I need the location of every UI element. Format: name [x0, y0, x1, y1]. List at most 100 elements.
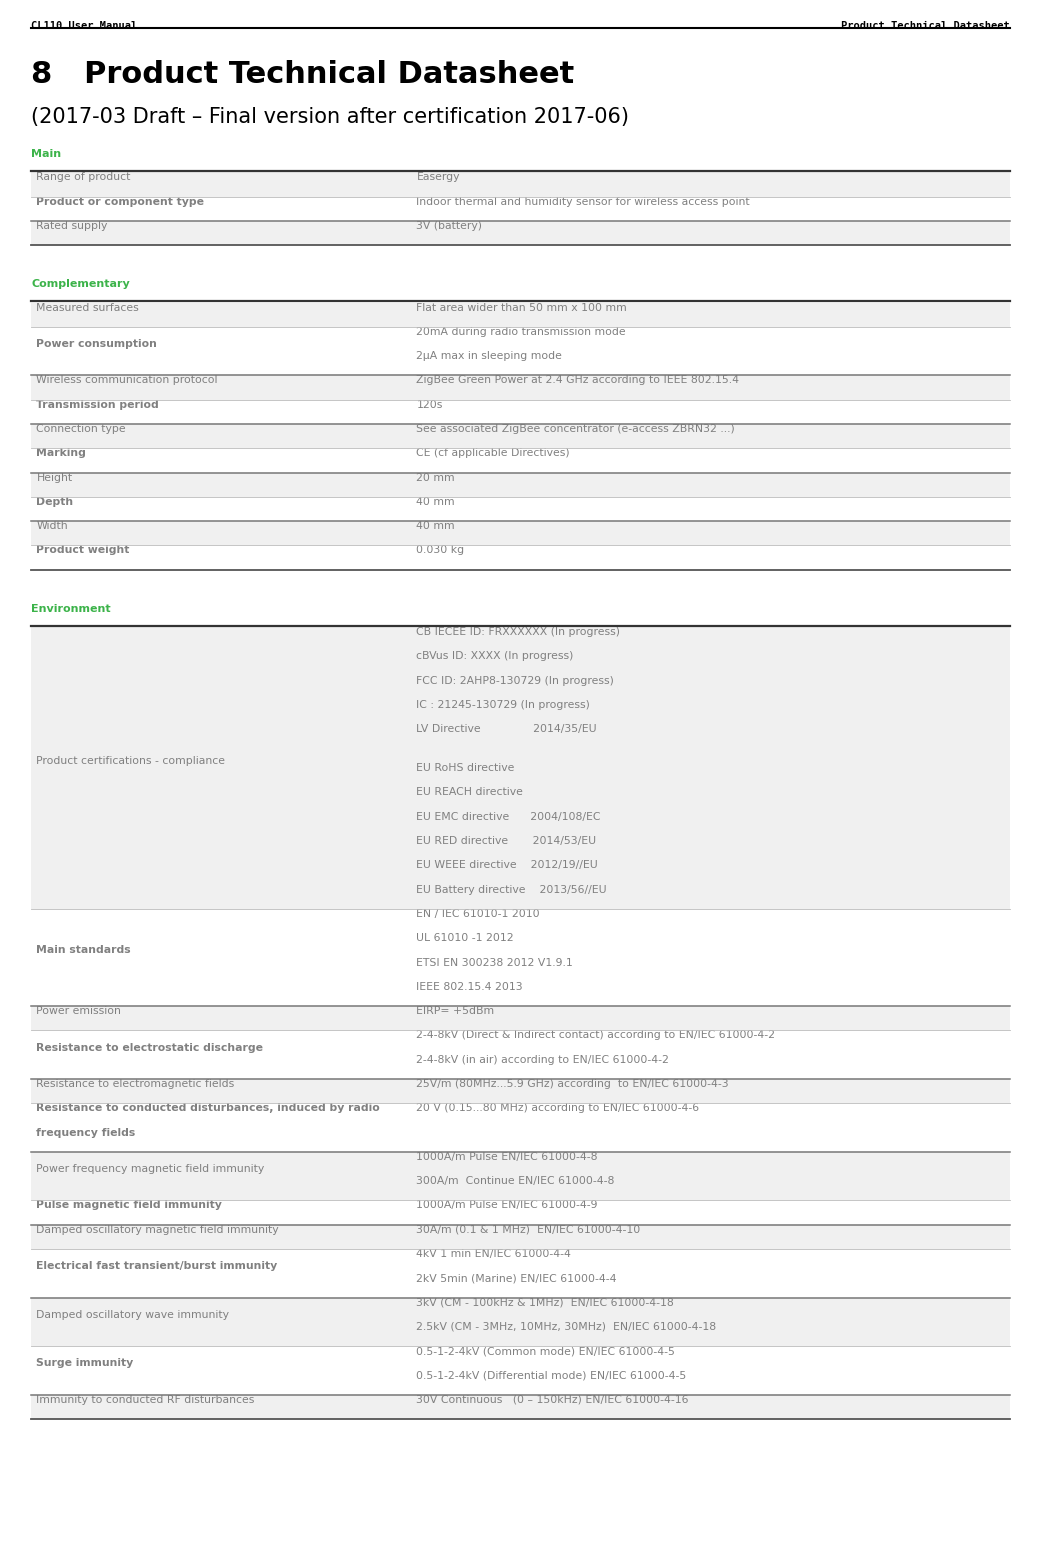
Text: 0.030 kg: 0.030 kg — [416, 545, 464, 555]
Bar — [31, 1152, 1010, 1200]
Bar — [31, 221, 1010, 244]
Text: Wireless communication protocol: Wireless communication protocol — [36, 376, 218, 385]
Text: Width: Width — [36, 522, 68, 531]
Text: Damped oscillatory magnetic field immunity: Damped oscillatory magnetic field immuni… — [36, 1225, 279, 1235]
Bar — [31, 522, 1010, 545]
Text: frequency fields: frequency fields — [36, 1128, 135, 1138]
Bar — [31, 497, 1010, 522]
Text: ETSI EN 300238 2012 V1.9.1: ETSI EN 300238 2012 V1.9.1 — [416, 957, 574, 967]
Text: Main: Main — [31, 149, 61, 158]
Bar — [31, 400, 1010, 425]
Bar — [31, 545, 1010, 570]
Bar — [31, 909, 1010, 1006]
Text: Easergy: Easergy — [416, 172, 460, 182]
Text: Measured surfaces: Measured surfaces — [36, 302, 139, 312]
Text: 20mA during radio transmission mode: 20mA during radio transmission mode — [416, 328, 626, 337]
Text: Main standards: Main standards — [36, 945, 131, 956]
Text: Environment: Environment — [31, 603, 110, 614]
Text: EIRP= +5dBm: EIRP= +5dBm — [416, 1006, 494, 1015]
Text: See associated ZigBee concentrator (e-access ZBRN32 ...): See associated ZigBee concentrator (e-ac… — [416, 425, 735, 434]
Bar — [31, 1225, 1010, 1249]
Bar — [31, 196, 1010, 221]
Text: 25V/m (80MHz...5.9 GHz) according  to EN/IEC 61000-4-3: 25V/m (80MHz...5.9 GHz) according to EN/… — [416, 1080, 729, 1089]
Bar — [31, 425, 1010, 448]
Bar — [31, 473, 1010, 497]
Text: Immunity to conducted RF disturbances: Immunity to conducted RF disturbances — [36, 1395, 255, 1404]
Text: LV Directive               2014/35/EU: LV Directive 2014/35/EU — [416, 724, 598, 735]
Bar — [31, 1249, 1010, 1297]
Text: 30A/m (0.1 & 1 MHz)  EN/IEC 61000-4-10: 30A/m (0.1 & 1 MHz) EN/IEC 61000-4-10 — [416, 1225, 640, 1235]
Text: 0.5-1-2-4kV (Differential mode) EN/IEC 61000-4-5: 0.5-1-2-4kV (Differential mode) EN/IEC 6… — [416, 1371, 687, 1381]
Bar — [31, 1006, 1010, 1031]
Bar — [31, 1103, 1010, 1152]
Text: EU WEEE directive    2012/19//EU: EU WEEE directive 2012/19//EU — [416, 860, 599, 870]
Text: Power consumption: Power consumption — [36, 338, 157, 349]
Text: 2-4-8kV (Direct & Indirect contact) according to EN/IEC 61000-4-2: 2-4-8kV (Direct & Indirect contact) acco… — [416, 1031, 776, 1040]
Text: 1000A/m Pulse EN/IEC 61000-4-8: 1000A/m Pulse EN/IEC 61000-4-8 — [416, 1152, 598, 1161]
Text: IEEE 802.15.4 2013: IEEE 802.15.4 2013 — [416, 983, 523, 992]
Text: EU EMC directive      2004/108/EC: EU EMC directive 2004/108/EC — [416, 812, 601, 821]
Text: Height: Height — [36, 473, 73, 483]
Bar — [31, 1395, 1010, 1420]
Bar — [31, 302, 1010, 328]
Text: Surge immunity: Surge immunity — [36, 1359, 133, 1368]
Text: 2.5kV (CM - 3MHz, 10MHz, 30MHz)  EN/IEC 61000-4-18: 2.5kV (CM - 3MHz, 10MHz, 30MHz) EN/IEC 6… — [416, 1323, 716, 1332]
Text: 0.5-1-2-4kV (Common mode) EN/IEC 61000-4-5: 0.5-1-2-4kV (Common mode) EN/IEC 61000-4… — [416, 1346, 676, 1355]
Text: EU REACH directive: EU REACH directive — [416, 788, 524, 798]
Text: 2kV 5min (Marine) EN/IEC 61000-4-4: 2kV 5min (Marine) EN/IEC 61000-4-4 — [416, 1274, 617, 1283]
Text: EU Battery directive    2013/56//EU: EU Battery directive 2013/56//EU — [416, 885, 607, 895]
Bar — [31, 376, 1010, 400]
Text: 8   Product Technical Datasheet: 8 Product Technical Datasheet — [31, 60, 575, 89]
Text: 40 mm: 40 mm — [416, 497, 455, 506]
Text: Resistance to electromagnetic fields: Resistance to electromagnetic fields — [36, 1080, 234, 1089]
Text: Product Technical Datasheet: Product Technical Datasheet — [841, 20, 1010, 31]
Bar — [31, 172, 1010, 196]
Text: 120s: 120s — [416, 400, 442, 409]
Text: Connection type: Connection type — [36, 425, 126, 434]
Text: 3kV (CM - 100kHz & 1MHz)  EN/IEC 61000-4-18: 3kV (CM - 100kHz & 1MHz) EN/IEC 61000-4-… — [416, 1297, 675, 1307]
Text: ZigBee Green Power at 2.4 GHz according to IEEE 802.15.4: ZigBee Green Power at 2.4 GHz according … — [416, 376, 739, 385]
Text: Product certifications - compliance: Product certifications - compliance — [36, 755, 226, 766]
Text: Product or component type: Product or component type — [36, 196, 204, 207]
Bar — [31, 448, 1010, 473]
Bar — [31, 1346, 1010, 1395]
Text: Pulse magnetic field immunity: Pulse magnetic field immunity — [36, 1200, 223, 1210]
Text: Power frequency magnetic field immunity: Power frequency magnetic field immunity — [36, 1164, 264, 1174]
Text: Product weight: Product weight — [36, 545, 130, 555]
Text: 2μA max in sleeping mode: 2μA max in sleeping mode — [416, 351, 562, 360]
Text: 4kV 1 min EN/IEC 61000-4-4: 4kV 1 min EN/IEC 61000-4-4 — [416, 1249, 572, 1258]
Text: EU RED directive       2014/53/EU: EU RED directive 2014/53/EU — [416, 837, 596, 846]
Text: FCC ID: 2AHP8-130729 (In progress): FCC ID: 2AHP8-130729 (In progress) — [416, 675, 614, 686]
Text: Rated supply: Rated supply — [36, 221, 108, 230]
Text: 20 mm: 20 mm — [416, 473, 455, 483]
Text: 40 mm: 40 mm — [416, 522, 455, 531]
Text: Resistance to conducted disturbances, induced by radio: Resistance to conducted disturbances, in… — [36, 1103, 380, 1113]
Text: Indoor thermal and humidity sensor for wireless access point: Indoor thermal and humidity sensor for w… — [416, 196, 750, 207]
Bar — [31, 328, 1010, 376]
Text: CE (cf applicable Directives): CE (cf applicable Directives) — [416, 448, 570, 458]
Bar — [31, 1080, 1010, 1103]
Text: Transmission period: Transmission period — [36, 400, 159, 409]
Text: Resistance to electrostatic discharge: Resistance to electrostatic discharge — [36, 1042, 263, 1053]
Text: CL110 User Manual: CL110 User Manual — [31, 20, 137, 31]
Text: cBVus ID: XXXX (In progress): cBVus ID: XXXX (In progress) — [416, 652, 574, 661]
Bar — [31, 1200, 1010, 1225]
Bar — [31, 1031, 1010, 1080]
Text: UL 61010 -1 2012: UL 61010 -1 2012 — [416, 934, 514, 943]
Text: Complementary: Complementary — [31, 279, 130, 290]
Text: (2017-03 Draft – Final version after certification 2017-06): (2017-03 Draft – Final version after cer… — [31, 107, 629, 127]
Text: 20 V (0.15...80 MHz) according to EN/IEC 61000-4-6: 20 V (0.15...80 MHz) according to EN/IEC… — [416, 1103, 700, 1113]
Text: Electrical fast transient/burst immunity: Electrical fast transient/burst immunity — [36, 1261, 278, 1271]
Text: 30V Continuous   (0 – 150kHz) EN/IEC 61000-4-16: 30V Continuous (0 – 150kHz) EN/IEC 61000… — [416, 1395, 689, 1404]
Text: 2-4-8kV (in air) according to EN/IEC 61000-4-2: 2-4-8kV (in air) according to EN/IEC 610… — [416, 1055, 669, 1064]
Text: EN / IEC 61010-1 2010: EN / IEC 61010-1 2010 — [416, 909, 540, 918]
Bar — [31, 1297, 1010, 1346]
Text: 1000A/m Pulse EN/IEC 61000-4-9: 1000A/m Pulse EN/IEC 61000-4-9 — [416, 1200, 598, 1210]
Text: Range of product: Range of product — [36, 172, 131, 182]
Text: Depth: Depth — [36, 497, 74, 506]
Text: 3V (battery): 3V (battery) — [416, 221, 482, 230]
Text: CB IECEE ID: FRXXXXXX (In progress): CB IECEE ID: FRXXXXXX (In progress) — [416, 627, 620, 638]
Text: Damped oscillatory wave immunity: Damped oscillatory wave immunity — [36, 1310, 229, 1319]
Bar — [31, 627, 1010, 909]
Text: IC : 21245-130729 (In progress): IC : 21245-130729 (In progress) — [416, 700, 590, 710]
